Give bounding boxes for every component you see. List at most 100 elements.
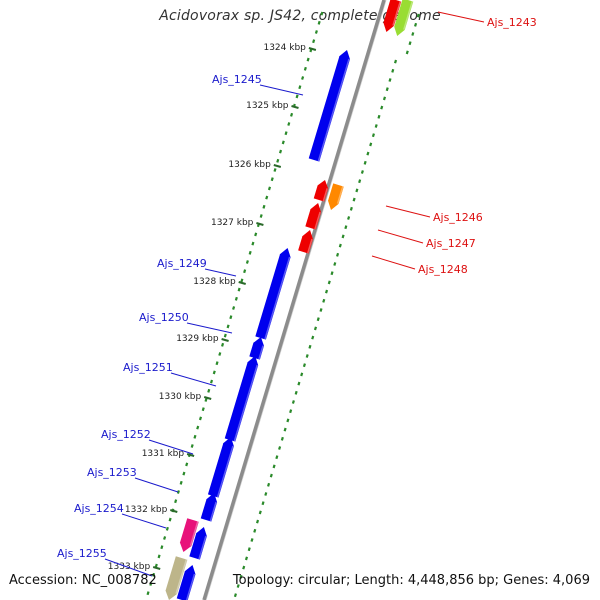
gene-ajs-1243-shape [383, 0, 402, 33]
left-track-dash [234, 296, 238, 301]
leader-line-left [134, 477, 179, 493]
right-track-dash [319, 308, 323, 312]
gene-lime-highlight [403, 1, 414, 30]
left-track-dash [196, 425, 200, 430]
left-track-dash [295, 94, 299, 99]
right-track-dash [267, 482, 271, 487]
gene-ajs-1243 [383, 0, 402, 33]
right-track-dash [308, 344, 312, 349]
accession-label: Accession: NC_008782 [9, 573, 157, 588]
left-track-dash [243, 269, 247, 274]
left-track-dash [273, 168, 277, 172]
ruler-tick-label: 1326 kbp [228, 160, 271, 170]
gene-ajs-1251-shape [224, 355, 259, 442]
right-track-dash [391, 68, 395, 73]
leader-line-right [437, 11, 485, 23]
gene-ajs-1252-highlight [216, 445, 234, 498]
gene-ajs-1249-highlight [264, 256, 291, 340]
left-track-dash [185, 462, 189, 467]
right-track-dash [316, 317, 320, 322]
right-track-dash [355, 188, 359, 193]
gene-ajs-1252-shape [207, 436, 234, 498]
ruler-tick-label: 1325 kbp [246, 101, 289, 111]
ruler-tick [203, 396, 212, 400]
left-track-dash [284, 131, 288, 136]
left-track-dash [290, 112, 294, 117]
right-track-dash [264, 492, 268, 496]
left-track-dash [207, 388, 211, 393]
left-track-dash [221, 342, 225, 347]
left-track-dash [306, 57, 310, 62]
gene-ajs-1249 [255, 247, 291, 340]
right-track-dash [272, 464, 276, 469]
left-track-dash [229, 315, 233, 320]
leader-line-left [121, 513, 167, 529]
right-track-dash [352, 197, 356, 202]
gene-label-left: Ajs_1245 [212, 73, 262, 86]
ruler-tick-label: 1332 kbp [125, 505, 168, 515]
gene-label-left: Ajs_1249 [157, 257, 207, 270]
ruler-tick [308, 47, 317, 51]
gene-lime-shape [394, 0, 414, 36]
gene-label-left: Ajs_1251 [123, 361, 173, 374]
right-track-dash [291, 400, 295, 404]
left-track-dash [248, 250, 252, 255]
right-track-dash [233, 593, 237, 598]
left-track-dash [276, 158, 280, 163]
right-track-dash [305, 354, 309, 358]
ruler-tick-label: 1324 kbp [263, 43, 306, 53]
left-track-dash [320, 11, 324, 16]
left-track-dash [281, 140, 285, 145]
gene-tan [165, 556, 188, 600]
left-track-dash [209, 379, 214, 384]
left-track-dash [212, 370, 216, 375]
left-track-dash [301, 76, 305, 80]
right-track-dash [336, 252, 340, 257]
gene-labels: Ajs_1245 Ajs_1249 Ajs_1250 Ajs_1251 Ajs_1252… [57, 11, 537, 577]
gene-ajs-1245 [308, 50, 350, 162]
backbone-line [202, 0, 387, 600]
gene-ajs-1245-highlight [317, 58, 350, 162]
right-track-dash [283, 427, 287, 432]
gene-label-left: Ajs_1253 [87, 466, 137, 479]
gene-magenta [179, 518, 199, 553]
gene-ajs-1255 [176, 564, 196, 600]
right-track-dash [250, 538, 254, 542]
right-track-dash [242, 565, 246, 570]
right-track-dash [380, 105, 384, 110]
right-track-dash [258, 510, 262, 515]
left-track-dash [245, 260, 249, 264]
gene-ajs-1246-a-highlight [322, 188, 328, 202]
gene-tan-shape [165, 556, 188, 600]
left-track-dash [190, 444, 194, 448]
ruler-tick-label: 1328 kbp [193, 277, 236, 287]
left-track-dash [149, 582, 153, 586]
gene-ajs-1245-shape [308, 50, 350, 162]
gene-label-left: Ajs_1255 [57, 547, 107, 560]
left-track-dash [270, 177, 274, 182]
gene-ajs-1254 [189, 526, 207, 560]
leader-line-left [259, 84, 304, 96]
gene-ajs-1251 [224, 355, 259, 442]
right-track-dash [313, 326, 318, 331]
gene-ajs-1248-highlight [306, 238, 313, 254]
left-track-dash [174, 499, 178, 504]
gene-ajs-1253-shape [200, 492, 218, 522]
right-track-dash [414, 22, 418, 27]
left-track-dash [303, 66, 307, 71]
gene-ajs-1246-b [305, 202, 322, 230]
dotted-tracks [146, 11, 420, 598]
right-track-dash [388, 78, 392, 82]
left-track-dash [237, 287, 241, 292]
gene-ajs-1255-shape [176, 564, 196, 600]
right-track-dash [366, 151, 370, 156]
right-track-dash [278, 446, 282, 450]
leader-line-left [204, 268, 237, 277]
right-track-dash [302, 363, 306, 368]
right-track-dash [244, 556, 249, 561]
gene-label-right: Ajs_1248 [418, 263, 468, 276]
left-track-dash [226, 324, 230, 329]
gene-ajs-1247 [328, 183, 344, 211]
gene-tan-highlight [175, 559, 188, 594]
